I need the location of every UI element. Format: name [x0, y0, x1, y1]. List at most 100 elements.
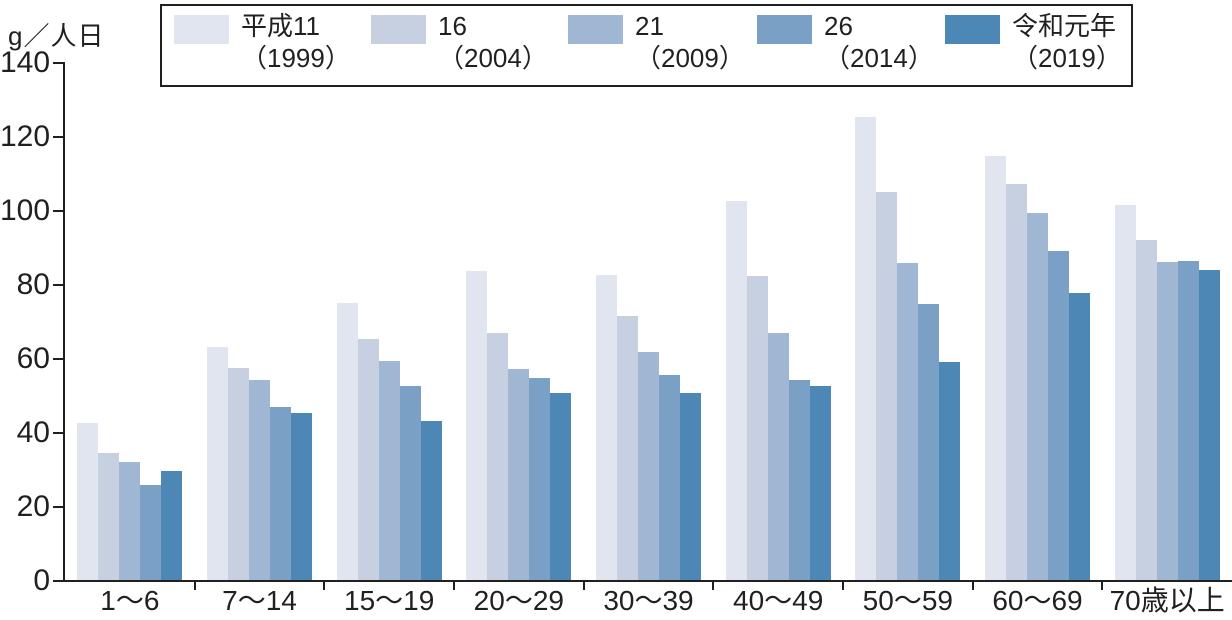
legend-label-year: （2019） [1012, 43, 1122, 73]
y-axis-tick-100 [53, 210, 64, 212]
bar-7〜14-21 [249, 380, 270, 581]
bar-20〜29-16 [487, 333, 509, 581]
x-axis-tick-4 [582, 581, 585, 590]
x-axis-label-40〜49: 40〜49 [733, 585, 824, 616]
x-axis-label-60〜69: 60〜69 [992, 585, 1083, 616]
y-axis-tick-0 [53, 580, 64, 582]
x-axis-tick-5 [712, 581, 715, 590]
y-axis-tick-80 [53, 284, 64, 286]
bar-1〜6-26 [140, 484, 162, 581]
legend-label-era: 21 [635, 11, 664, 41]
x-axis-label-1〜6: 1〜6 [100, 585, 160, 616]
y-axis-tick-label-140: 140 [0, 46, 51, 79]
legend-swatch-4 [757, 15, 812, 44]
bar-7〜14-令和元年 [291, 413, 312, 581]
bar-60〜69-21 [1027, 212, 1048, 581]
y-axis-tick-40 [53, 432, 64, 434]
bar-50〜59-令和元年 [939, 361, 961, 581]
bar-30〜39-16 [617, 316, 638, 581]
bar-50〜59-21 [897, 263, 919, 581]
bar-50〜59-16 [876, 191, 898, 581]
bar-60〜69-平成11 [985, 155, 1006, 581]
bar-70歳以上-令和元年 [1198, 270, 1220, 581]
bar-7〜14-平成11 [207, 346, 228, 581]
y-axis-tick-120 [53, 136, 64, 138]
y-axis-tick-20 [53, 506, 64, 508]
bar-70歳以上-平成11 [1114, 205, 1136, 581]
bar-60〜69-26 [1048, 251, 1069, 581]
x-axis-tick-6 [842, 581, 844, 590]
bar-20〜29-26 [529, 378, 551, 581]
bar-40〜49-平成11 [725, 201, 747, 581]
bar-7〜14-16 [228, 368, 249, 581]
legend-label-5: 令和元年 （2019） [1012, 10, 1122, 74]
x-axis-line [63, 580, 1232, 582]
bar-15〜19-平成11 [336, 302, 358, 581]
x-axis-label-20〜29: 20〜29 [473, 585, 564, 616]
bar-1〜6-令和元年 [161, 471, 183, 581]
y-axis-tick-140 [53, 62, 64, 64]
bar-20〜29-平成11 [466, 271, 488, 581]
x-axis-label-30〜39: 30〜39 [603, 585, 694, 616]
legend-label-era: 26 [824, 11, 853, 41]
bar-60〜69-16 [1006, 183, 1027, 581]
bar-50〜59-平成11 [855, 116, 877, 581]
legend-label-year: （2004） [438, 43, 548, 73]
bar-15〜19-21 [378, 361, 400, 581]
bar-15〜19-令和元年 [420, 420, 442, 581]
y-axis-tick-60 [53, 358, 64, 360]
y-axis-tick-label-60: 60 [16, 342, 50, 375]
legend-label-1: 平成11 （1999） [241, 10, 351, 74]
legend: 平成11 （1999） 16 （2004） 21 （2009） 26 （2014） 令和元年 （2… [160, 4, 1133, 87]
x-axis-label-7〜14: 7〜14 [222, 585, 297, 616]
bar-60〜69-令和元年 [1069, 293, 1090, 581]
bar-30〜39-令和元年 [680, 393, 701, 581]
bar-30〜39-平成11 [596, 274, 617, 581]
bar-40〜49-16 [746, 276, 768, 581]
bar-20〜29-令和元年 [550, 393, 572, 581]
y-axis-tick-label-40: 40 [16, 416, 50, 449]
x-axis-tick-1 [193, 581, 196, 590]
legend-label-era: 令和元年 [1012, 11, 1117, 41]
legend-swatch-5 [945, 15, 1000, 44]
legend-swatch-1 [174, 15, 229, 44]
y-axis-unit-label: g／人日 [8, 21, 105, 51]
bar-70歳以上-21 [1156, 261, 1178, 581]
legend-swatch-3 [568, 15, 623, 44]
x-axis-tick-2 [323, 581, 326, 590]
x-axis-tick-7 [971, 581, 974, 590]
bar-30〜39-21 [638, 352, 659, 581]
bar-40〜49-26 [788, 380, 810, 581]
y-axis-line [63, 62, 65, 582]
bar-7〜14-26 [270, 406, 291, 581]
y-axis-tick-label-120: 120 [0, 120, 51, 153]
legend-label-year: （1999） [241, 43, 351, 73]
x-axis-label-50〜59: 50〜59 [862, 585, 953, 616]
y-axis-tick-label-0: 0 [33, 564, 50, 597]
x-axis-tick-3 [453, 581, 455, 590]
bar-70歳以上-26 [1177, 260, 1199, 581]
bar-1〜6-平成11 [77, 423, 99, 581]
bar-40〜49-令和元年 [809, 385, 831, 581]
legend-label-era: 平成11 [241, 11, 320, 41]
legend-label-year: （2009） [635, 43, 745, 73]
bar-15〜19-26 [399, 386, 421, 581]
legend-label-era: 16 [438, 11, 467, 41]
y-axis-tick-label-20: 20 [16, 490, 50, 523]
x-axis-tick-8 [1101, 581, 1104, 590]
legend-label-4: 26 （2014） [824, 10, 934, 74]
bar-40〜49-21 [767, 333, 789, 581]
y-axis-tick-label-100: 100 [0, 194, 51, 227]
bar-15〜19-16 [357, 338, 379, 581]
x-axis-label-15〜19: 15〜19 [344, 585, 435, 616]
legend-label-3: 21 （2009） [635, 10, 745, 74]
bar-70歳以上-16 [1135, 240, 1157, 581]
legend-swatch-2 [371, 15, 426, 44]
x-axis-label-70歳以上: 70歳以上 [1109, 585, 1225, 616]
bar-20〜29-21 [508, 368, 530, 581]
bar-1〜6-21 [119, 462, 141, 581]
y-axis-tick-label-80: 80 [16, 268, 50, 301]
legend-label-year: （2014） [824, 43, 934, 73]
bar-50〜59-26 [918, 303, 940, 581]
